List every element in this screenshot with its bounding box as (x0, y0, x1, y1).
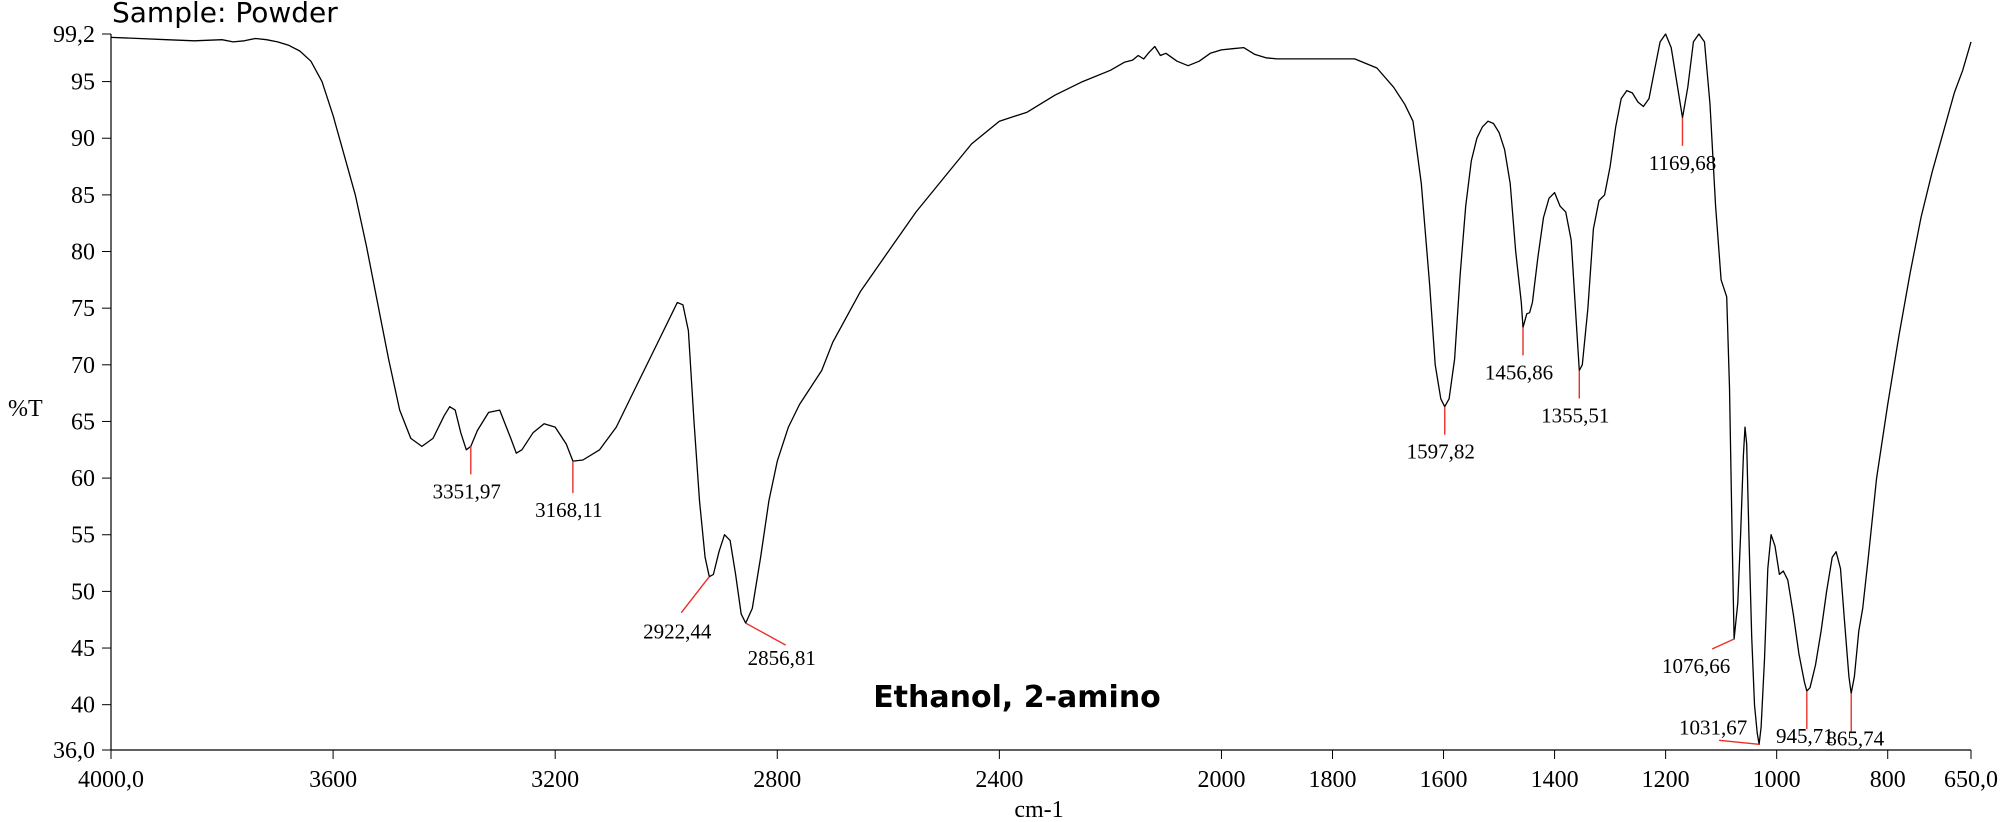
peak-marker-line (745, 622, 787, 646)
y-tick-label: 70 (71, 353, 95, 379)
peak-label: 3168,11 (535, 498, 602, 522)
peak-marker-line (1711, 638, 1735, 650)
x-tick-label: 2800 (753, 767, 801, 793)
spectrum-line (110, 33, 1972, 745)
peak-label: 3351,97 (433, 479, 501, 503)
y-tick-label: 55 (71, 523, 95, 549)
chart-title: Sample: Powder (112, 0, 338, 29)
peak-marker-line (1719, 739, 1760, 746)
x-tick-label: 1400 (1531, 767, 1579, 793)
y-tick-label: 36,0 (53, 738, 95, 764)
x-tick-label: 4000,0 (78, 767, 144, 793)
compound-name-annotation: Ethanol, 2-amino (873, 680, 1161, 715)
y-axis-label: %T (8, 396, 43, 422)
x-tick-label: 800 (1870, 767, 1906, 793)
peak-label: 2922,44 (643, 620, 712, 644)
x-tick-label: 2000 (1197, 767, 1245, 793)
x-tick-label: 1200 (1642, 767, 1690, 793)
x-tick-label: 3600 (309, 767, 357, 793)
peak-label: 1456,86 (1485, 360, 1553, 384)
peak-label: 1031,67 (1679, 715, 1747, 739)
peak-label: 865,74 (1826, 726, 1884, 750)
y-tick-label: 45 (71, 636, 95, 662)
x-tick-label: 2400 (975, 767, 1023, 793)
peak-markers: 3351,97 3168,11 2922,44 2856,81 1597,82 1456,… (433, 117, 1885, 750)
x-tick-label: 1800 (1308, 767, 1356, 793)
x-tick-label: 1600 (1420, 767, 1468, 793)
peak-label: 1169,68 (1649, 151, 1716, 175)
x-tick-label: 650,0 (1944, 767, 1998, 793)
y-tick-label: 95 (71, 70, 95, 96)
y-tick-label: 85 (71, 183, 95, 209)
axes: 99,2 95 90 85 80 75 70 65 60 55 50 45 40 36,0 4000,0 36… (53, 22, 1998, 793)
y-tick-label: 65 (71, 409, 95, 435)
y-tick-label: 60 (71, 466, 95, 492)
x-tick-label: 3200 (531, 767, 579, 793)
x-tick-label: 1000 (1753, 767, 1801, 793)
y-tick-label: 90 (71, 126, 95, 152)
peak-label: 1355,51 (1541, 403, 1609, 427)
y-tick-label: 40 (71, 693, 95, 719)
peak-label: 2856,81 (748, 646, 816, 670)
peak-label: 1597,82 (1407, 440, 1475, 464)
peak-label: 1076,66 (1662, 654, 1730, 678)
y-tick-label: 99,2 (53, 22, 95, 48)
y-tick-label: 80 (71, 240, 95, 266)
peak-label: 945,71 (1776, 724, 1834, 748)
y-tick-label: 50 (71, 579, 95, 605)
y-tick-label: 75 (71, 296, 95, 322)
peak-marker-line (680, 576, 710, 614)
spectrum-line-group (110, 33, 1972, 745)
x-axis-label: cm-1 (1014, 797, 1063, 822)
